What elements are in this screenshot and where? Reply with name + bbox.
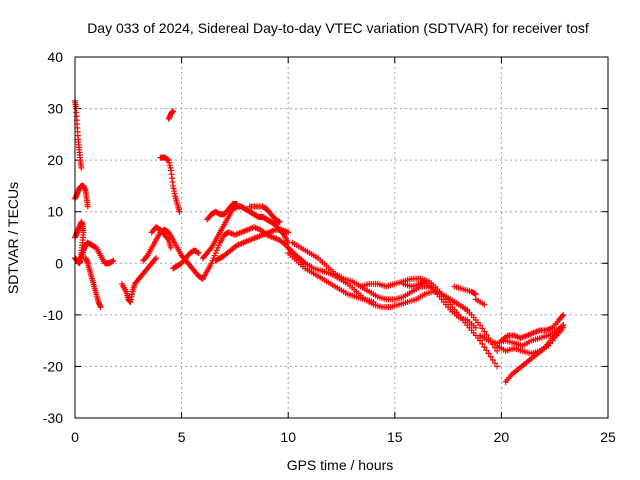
data-point — [420, 278, 427, 285]
series-arc-4 — [78, 239, 117, 267]
data-point — [170, 108, 177, 115]
series-arc-1 — [72, 97, 85, 171]
series-arc-11 — [170, 247, 202, 272]
data-point — [481, 344, 488, 351]
series-arc-16 — [246, 203, 283, 226]
data-points — [72, 97, 567, 385]
data-point — [477, 337, 484, 344]
chart-title: Day 033 of 2024, Sidereal Day-to-day VTE… — [87, 20, 589, 36]
data-point — [560, 311, 567, 318]
data-point — [370, 298, 377, 305]
data-point — [207, 246, 214, 253]
x-tick-label: 15 — [387, 429, 403, 445]
data-point — [560, 322, 567, 329]
data-point — [276, 219, 283, 226]
series-arc-13 — [199, 203, 292, 262]
grid — [75, 57, 608, 418]
data-point — [485, 350, 492, 357]
y-tick-label: -10 — [43, 307, 63, 323]
data-point — [97, 304, 104, 311]
series-arc-22 — [451, 283, 479, 298]
data-point — [481, 301, 488, 308]
series-arc-14 — [204, 200, 241, 223]
data-point — [151, 256, 158, 263]
plot-frame — [74, 56, 609, 419]
series-arc-23 — [472, 296, 488, 308]
x-tick-label: 10 — [280, 429, 296, 445]
x-tick-label: 0 — [71, 429, 79, 445]
y-tick-label: 40 — [47, 49, 63, 65]
data-point — [84, 203, 91, 210]
data-point — [479, 340, 486, 347]
series-arc-9 — [157, 154, 183, 215]
data-point — [164, 156, 171, 163]
series-arc-2 — [72, 182, 91, 210]
data-point — [472, 324, 479, 331]
data-point — [234, 200, 241, 207]
series-arc-27 — [498, 311, 567, 344]
x-tick-label: 20 — [494, 429, 510, 445]
data-point — [472, 291, 479, 298]
data-point — [489, 356, 496, 363]
series-arc-19 — [289, 239, 501, 354]
series-arc-18 — [285, 249, 377, 305]
data-point — [153, 255, 160, 262]
data-point — [483, 347, 490, 354]
data-point — [494, 347, 501, 354]
y-tick-label: 10 — [47, 204, 63, 220]
data-point — [164, 235, 171, 242]
data-point — [195, 249, 202, 256]
y-tick-label: -30 — [43, 410, 63, 426]
series-arc-21 — [400, 278, 479, 331]
data-point — [110, 257, 117, 264]
data-point — [176, 208, 183, 215]
data-point — [479, 325, 486, 332]
data-point — [143, 253, 150, 260]
x-axis-label: GPS time / hours — [287, 457, 394, 473]
series-arc-10 — [165, 108, 177, 122]
y-tick-label: 30 — [47, 101, 63, 117]
data-point — [477, 322, 484, 329]
data-point — [494, 363, 501, 370]
y-tick-label: 20 — [47, 152, 63, 168]
data-point — [78, 164, 85, 171]
series-arc-26 — [502, 322, 567, 385]
data-point — [471, 290, 478, 297]
y-tick-label: 0 — [55, 255, 63, 271]
data-point — [492, 360, 499, 367]
y-tick-label: -20 — [43, 358, 63, 374]
data-point — [285, 229, 292, 236]
series-arc-5 — [82, 255, 104, 311]
data-point — [275, 218, 282, 225]
y-axis-label: SDTVAR / TECUs — [5, 182, 21, 294]
data-point — [481, 328, 488, 335]
data-point — [109, 258, 116, 265]
series-arc-6 — [118, 255, 160, 305]
data-point — [487, 353, 494, 360]
x-tick-label: 25 — [600, 429, 616, 445]
data-point — [194, 249, 201, 256]
data-point — [559, 313, 566, 320]
series-arc-15 — [212, 226, 292, 264]
data-point — [167, 244, 174, 251]
series-arc-8 — [148, 224, 174, 251]
x-tick-label: 5 — [178, 429, 186, 445]
